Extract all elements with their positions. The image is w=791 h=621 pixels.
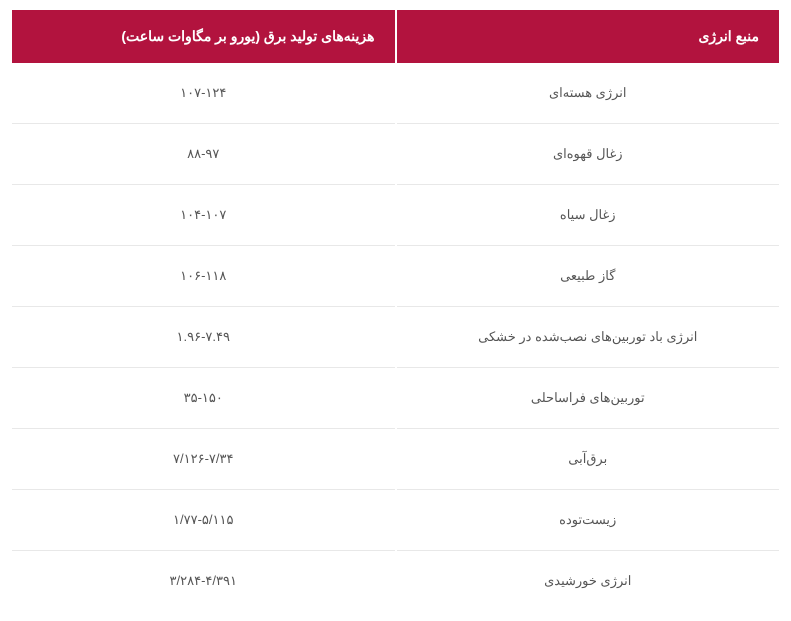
table-header-row: منبع انرژی هزینه‌های تولید برق (یورو بر … (12, 10, 779, 63)
cost-cell: ۱۰۴-۱۰۷ (12, 185, 395, 246)
table-row: زغال قهوه‌ای ۸۸-۹۷ (12, 124, 779, 185)
column-header-source: منبع انرژی (397, 10, 780, 63)
cost-cell: ۷/۱۲۶-۷/۳۴ (12, 429, 395, 490)
cost-cell: ۱۰۶-۱۱۸ (12, 246, 395, 307)
source-cell: زغال قهوه‌ای (397, 124, 780, 185)
source-cell: توربین‌های فراساحلی (397, 368, 780, 429)
table-body: انرژی هسته‌ای ۱۰۷-۱۲۴ زغال قهوه‌ای ۸۸-۹۷… (12, 63, 779, 611)
cost-cell: ۳۵-۱۵۰ (12, 368, 395, 429)
column-header-cost: هزینه‌های تولید برق (یورو بر مگاوات ساعت… (12, 10, 395, 63)
table-row: انرژی هسته‌ای ۱۰۷-۱۲۴ (12, 63, 779, 124)
energy-cost-table: منبع انرژی هزینه‌های تولید برق (یورو بر … (10, 10, 781, 611)
table-row: زغال سیاه ۱۰۴-۱۰۷ (12, 185, 779, 246)
cost-cell: ۱/۷۷-۵/۱۱۵ (12, 490, 395, 551)
source-cell: زیست‌توده (397, 490, 780, 551)
source-cell: گاز طبیعی (397, 246, 780, 307)
source-cell: انرژی خورشیدی (397, 551, 780, 611)
table-row: برق‌آبی ۷/۱۲۶-۷/۳۴ (12, 429, 779, 490)
table-row: گاز طبیعی ۱۰۶-۱۱۸ (12, 246, 779, 307)
table-row: انرژی خورشیدی ۳/۲۸۴-۴/۳۹۱ (12, 551, 779, 611)
cost-cell: ۱.۹۶-۷.۴۹ (12, 307, 395, 368)
table-row: توربین‌های فراساحلی ۳۵-۱۵۰ (12, 368, 779, 429)
table-row: انرژی باد توربین‌های نصب‌شده در خشکی ۱.۹… (12, 307, 779, 368)
cost-cell: ۱۰۷-۱۲۴ (12, 63, 395, 124)
cost-cell: ۸۸-۹۷ (12, 124, 395, 185)
cost-cell: ۳/۲۸۴-۴/۳۹۱ (12, 551, 395, 611)
source-cell: زغال سیاه (397, 185, 780, 246)
source-cell: انرژی هسته‌ای (397, 63, 780, 124)
source-cell: برق‌آبی (397, 429, 780, 490)
table-row: زیست‌توده ۱/۷۷-۵/۱۱۵ (12, 490, 779, 551)
source-cell: انرژی باد توربین‌های نصب‌شده در خشکی (397, 307, 780, 368)
